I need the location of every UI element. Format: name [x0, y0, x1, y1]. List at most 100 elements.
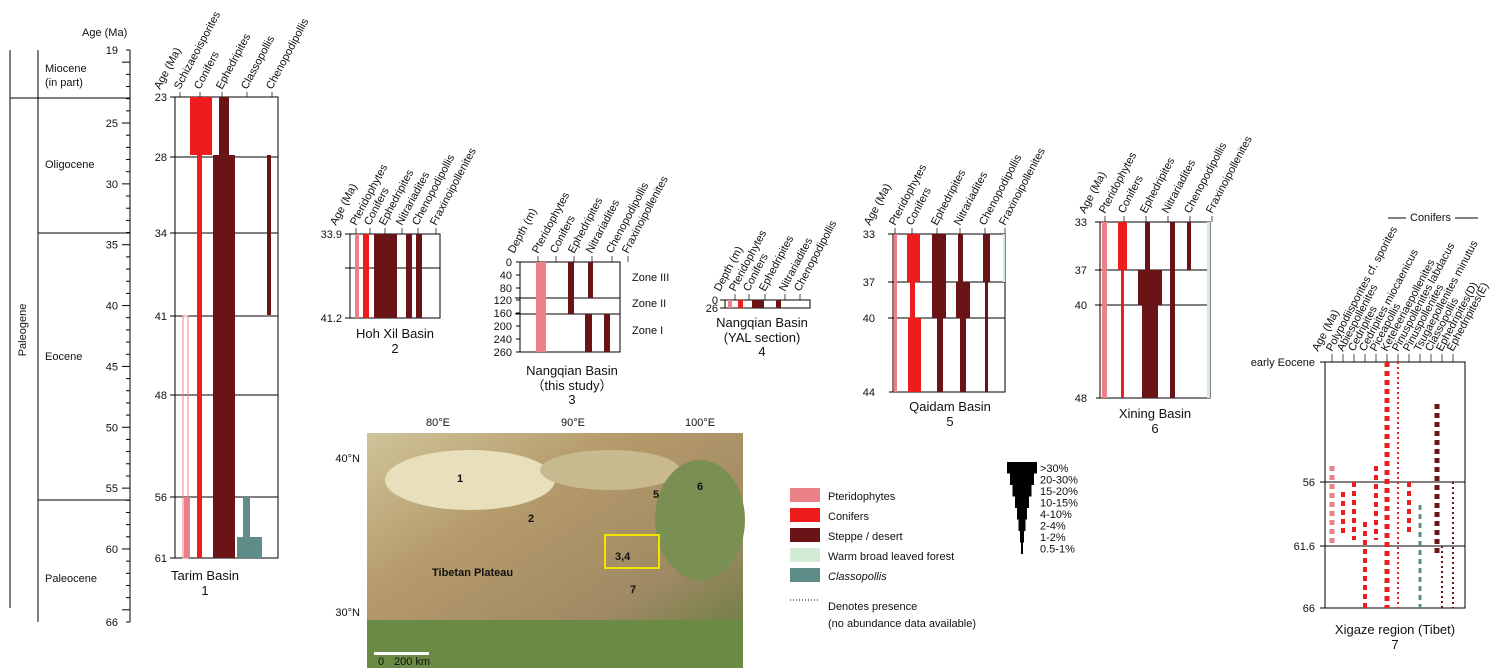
panel-frame	[1325, 362, 1465, 608]
abundance-bar	[776, 300, 781, 308]
abundance-key	[1015, 497, 1029, 509]
abundance-label: 4-10%	[1040, 509, 1072, 521]
abundance-bar	[937, 318, 943, 392]
figure: Age (Ma)19253035404550556066PaleogeneMio…	[0, 0, 1491, 668]
abundance-bar	[536, 262, 546, 352]
legend-label: Warm broad leaved forest	[828, 551, 954, 563]
abundance-bar	[1207, 222, 1210, 398]
abundance-bar	[568, 262, 574, 314]
column-header: Chenopodipollis	[264, 16, 312, 91]
abundance-bar	[416, 234, 422, 318]
tick-label: early Eocene	[1251, 357, 1315, 369]
abundance-bar	[908, 318, 921, 392]
legend-label: (no abundance data available)	[828, 618, 976, 630]
abundance-bar	[237, 537, 262, 558]
legend-label: Pteridophytes	[828, 491, 896, 503]
legend-swatch	[790, 548, 820, 562]
region-label: Tibetan Plateau	[432, 567, 513, 579]
zone-label: Zone I	[632, 325, 663, 337]
abundance-label: 20-30%	[1040, 475, 1078, 487]
panel-caption: Hoh Xil Basin	[356, 326, 434, 341]
abundance-bar	[1121, 270, 1124, 398]
abundance-key	[1017, 508, 1027, 520]
abundance-bar	[363, 234, 369, 318]
plateau-area	[540, 450, 680, 490]
abundance-bar	[738, 300, 743, 308]
tick-label: 160	[494, 308, 512, 320]
desert-basin	[385, 450, 555, 510]
tick-label: 40	[1075, 300, 1087, 312]
site-label: 1	[457, 473, 463, 485]
site-label: 5	[653, 489, 659, 501]
abundance-key	[1007, 462, 1037, 474]
abundance-bar	[983, 234, 990, 282]
panel-caption: Nangqian Basin	[526, 363, 618, 378]
abundance-bar	[894, 234, 897, 392]
panel-number: 3	[568, 392, 575, 407]
epoch-label: Paleocene	[45, 573, 97, 585]
abundance-bar	[728, 300, 732, 308]
epoch-label: Eocene	[45, 351, 82, 363]
panel-frame	[725, 300, 810, 308]
abundance-bar	[267, 155, 271, 315]
abundance-bar	[213, 155, 235, 558]
tick-label: 33	[863, 229, 875, 241]
legend-label: Denotes presence	[828, 601, 917, 613]
abundance-key	[1010, 474, 1034, 486]
tick-label: 45	[106, 361, 118, 373]
tick-label: 33.9	[321, 229, 342, 241]
latitude-label: 30°N	[335, 607, 360, 619]
legend-swatch	[790, 488, 820, 502]
group-label: Conifers	[1410, 212, 1451, 224]
panel-caption: Nangqian Basin	[716, 315, 808, 330]
site-label: 2	[528, 513, 534, 525]
abundance-bar	[956, 282, 970, 318]
abundance-bar	[243, 497, 250, 537]
abundance-bar	[1145, 222, 1150, 270]
tick-label: 260	[494, 347, 512, 359]
tick-label: 44	[863, 387, 875, 399]
longitude-label: 80°E	[426, 417, 450, 429]
scale-label: 200 km	[394, 656, 430, 668]
abundance-bar	[374, 234, 397, 318]
tick-label: 19	[106, 45, 118, 57]
legend-swatch	[790, 528, 820, 542]
abundance-bar	[960, 318, 966, 392]
abundance-key	[1020, 531, 1024, 543]
abundance-label: >30%	[1040, 463, 1069, 475]
tick-label: 26	[706, 303, 718, 315]
abundance-key	[1021, 543, 1023, 555]
tick-label: 66	[1303, 603, 1315, 615]
tick-label: 40	[863, 313, 875, 325]
tick-label: 0	[506, 257, 512, 269]
panel-caption: Xining Basin	[1119, 406, 1191, 421]
abundance-bar	[406, 234, 412, 318]
longitude-label: 100°E	[685, 417, 715, 429]
abundance-bar	[907, 234, 920, 282]
panel-caption: Qaidam Basin	[909, 399, 991, 414]
tick-label: 41	[155, 311, 167, 323]
tick-label: 41.2	[321, 313, 342, 325]
site-label: 3,4	[615, 551, 631, 563]
tick-label: 60	[106, 544, 118, 556]
abundance-bar	[1102, 222, 1107, 398]
abundance-bar	[752, 300, 764, 308]
panel-number: 1	[201, 583, 208, 598]
tick-label: 33	[1075, 217, 1087, 229]
panel-number: 7	[1391, 637, 1398, 652]
tick-label: 120	[494, 295, 512, 307]
site-label: 7	[630, 584, 636, 596]
zone-label: Zone III	[632, 272, 669, 284]
panel-number: 6	[1151, 421, 1158, 436]
abundance-key	[1013, 485, 1032, 497]
tick-label: 240	[494, 334, 512, 346]
legend-label: Conifers	[828, 511, 869, 523]
scale-bar	[374, 652, 429, 655]
zone-label: Zone II	[632, 298, 666, 310]
tick-label: 35	[106, 240, 118, 252]
abundance-bar	[910, 282, 915, 318]
abundance-bar	[1118, 222, 1127, 270]
panel-number: 5	[946, 414, 953, 429]
site-label: 6	[697, 481, 703, 493]
tick-label: 34	[155, 228, 167, 240]
